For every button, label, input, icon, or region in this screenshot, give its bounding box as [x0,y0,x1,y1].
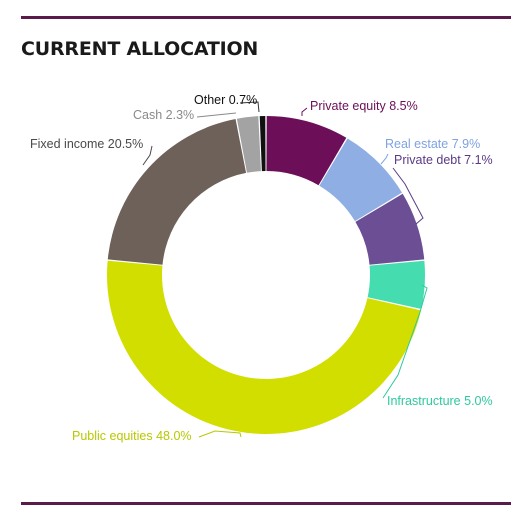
leader-line-public-equities [198,430,242,438]
top-rule [21,16,511,19]
leader-line-fixed-income [142,145,153,166]
slice-real-estate [319,138,402,222]
label-fixed-income: Fixed income 20.5% [30,137,143,151]
label-real-estate: Real estate 7.9% [385,137,480,151]
leader-line-real-estate [380,153,389,165]
leader-line-other [239,101,260,113]
leader-line-private-equity [301,107,308,116]
label-public-equities: Public equities 48.0% [72,429,192,443]
label-cash: Cash 2.3% [133,108,194,122]
leader-line-private-debt [392,167,424,225]
label-private-debt: Private debt 7.1% [394,153,493,167]
chart-title: CURRENT ALLOCATION [21,38,259,60]
slice-private-equity [266,116,347,186]
label-other: Other 0.7% [194,93,257,107]
slice-private-debt [355,193,425,265]
leader-line-infrastructure [382,284,428,399]
label-infrastructure: Infrastructure 5.0% [387,394,493,408]
label-private-equity: Private equity 8.5% [310,99,418,113]
bottom-rule [21,502,511,505]
slice-fixed-income [107,118,247,265]
leader-line-cash [196,112,237,118]
slice-infrastructure [367,260,425,310]
slice-other [259,116,266,172]
slice-public-equities [106,260,422,434]
slice-cash [236,116,261,173]
